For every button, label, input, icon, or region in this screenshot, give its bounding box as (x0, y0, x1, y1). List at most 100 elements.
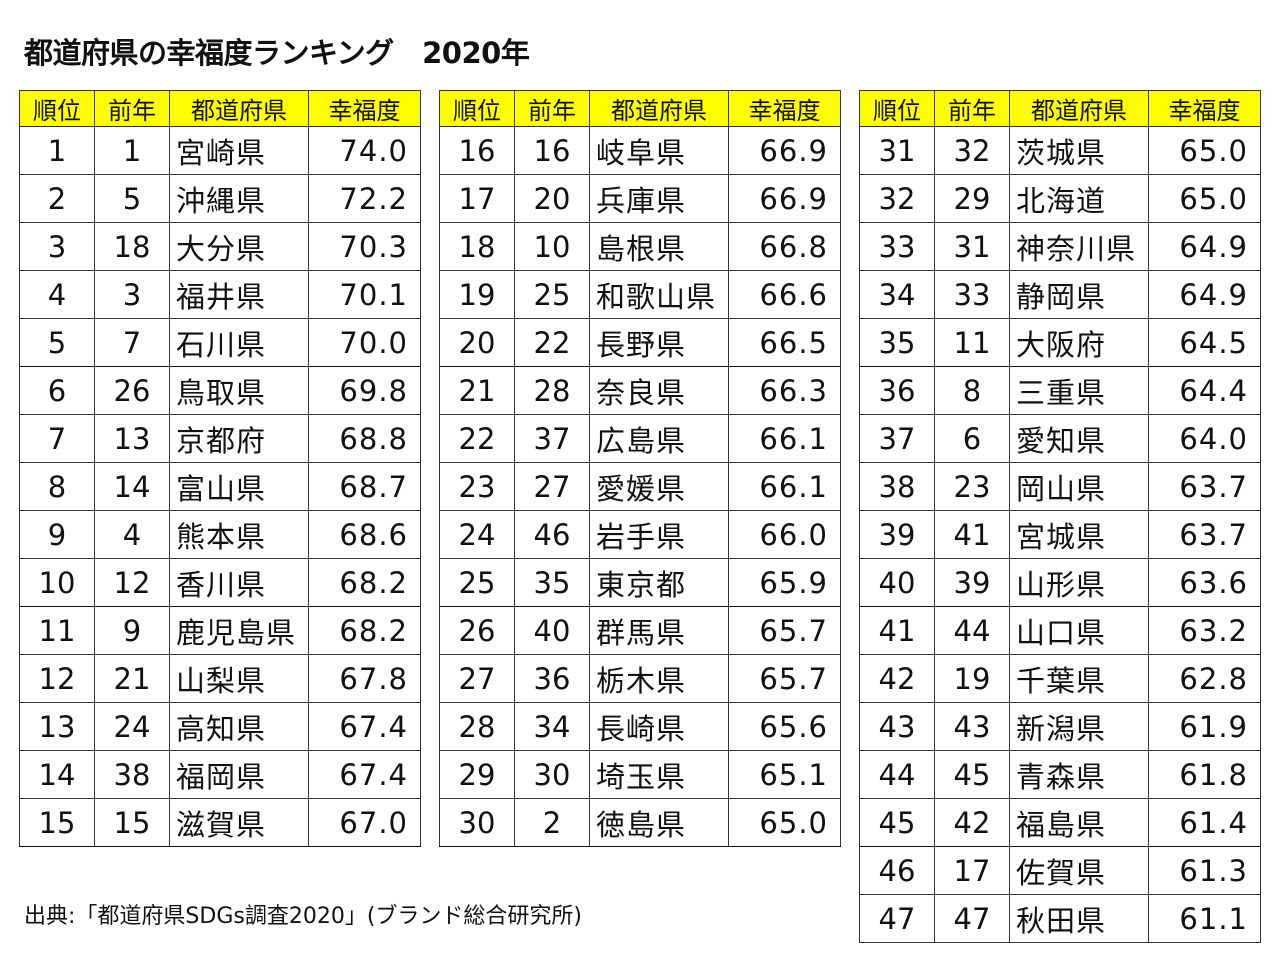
prefecture-cell: 奈良県 (589, 366, 729, 415)
prev-year-cell: 20 (514, 174, 590, 223)
prev-year-cell: 12 (94, 558, 170, 607)
table-row: 32 29 北海道 65.0 (859, 174, 1261, 223)
table-row: 44 45 青森県 61.8 (859, 750, 1261, 799)
rank-cell: 43 (859, 702, 935, 751)
table-row: 36 8 三重県 64.4 (859, 366, 1261, 415)
rank-header: 順位 (439, 90, 515, 127)
prev-year-cell: 26 (94, 366, 170, 415)
rank-cell: 17 (439, 174, 515, 223)
table-row: 5 7 石川県 70.0 (19, 318, 421, 367)
rank-cell: 6 (19, 366, 95, 415)
rank-cell: 28 (439, 702, 515, 751)
prev-year-cell: 19 (934, 654, 1010, 703)
prev-year-cell: 4 (94, 510, 170, 559)
prev-year-cell: 27 (514, 462, 590, 511)
prefecture-header: 都道府県 (1009, 90, 1149, 127)
table-row: 11 9 鹿児島県 68.2 (19, 606, 421, 655)
table-row: 7 13 京都府 68.8 (19, 414, 421, 463)
table-row: 38 23 岡山県 63.7 (859, 462, 1261, 511)
prev-year-cell: 8 (934, 366, 1010, 415)
rank-cell: 7 (19, 414, 95, 463)
score-header: 幸福度 (1148, 90, 1261, 127)
score-cell: 70.0 (308, 318, 421, 367)
prefecture-cell: 秋田県 (1009, 894, 1149, 943)
prev-year-cell: 17 (934, 846, 1010, 895)
prefecture-cell: 新潟県 (1009, 702, 1149, 751)
prefecture-cell: 宮崎県 (169, 126, 309, 175)
prefecture-cell: 三重県 (1009, 366, 1149, 415)
prefecture-cell: 愛媛県 (589, 462, 729, 511)
prefecture-cell: 高知県 (169, 702, 309, 751)
score-cell: 61.3 (1148, 846, 1261, 895)
score-cell: 63.7 (1148, 462, 1261, 511)
rank-cell: 32 (859, 174, 935, 223)
table-row: 13 24 高知県 67.4 (19, 702, 421, 751)
prev-year-cell: 7 (94, 318, 170, 367)
prefecture-cell: 徳島県 (589, 798, 729, 847)
table-row: 27 36 栃木県 65.7 (439, 654, 841, 703)
score-cell: 61.1 (1148, 894, 1261, 943)
rank-cell: 16 (439, 126, 515, 175)
table-row: 14 38 福岡県 67.4 (19, 750, 421, 799)
prev-year-cell: 33 (934, 270, 1010, 319)
table-row: 8 14 富山県 68.7 (19, 462, 421, 511)
table-row: 17 20 兵庫県 66.9 (439, 174, 841, 223)
rank-cell: 11 (19, 606, 95, 655)
prefecture-cell: 和歌山県 (589, 270, 729, 319)
prefecture-cell: 島根県 (589, 222, 729, 271)
prefecture-cell: 鹿児島県 (169, 606, 309, 655)
table-row: 35 11 大阪府 64.5 (859, 318, 1261, 367)
rank-cell: 35 (859, 318, 935, 367)
score-header: 幸福度 (308, 90, 421, 127)
score-cell: 65.0 (728, 798, 841, 847)
score-cell: 61.4 (1148, 798, 1261, 847)
score-cell: 63.6 (1148, 558, 1261, 607)
table-row: 29 30 埼玉県 65.1 (439, 750, 841, 799)
prefecture-cell: 栃木県 (589, 654, 729, 703)
score-cell: 66.5 (728, 318, 841, 367)
prefecture-cell: 北海道 (1009, 174, 1149, 223)
rank-header: 順位 (859, 90, 935, 127)
table-row: 42 19 千葉県 62.8 (859, 654, 1261, 703)
score-cell: 67.8 (308, 654, 421, 703)
prefecture-cell: 山梨県 (169, 654, 309, 703)
score-cell: 64.9 (1148, 270, 1261, 319)
prev-year-cell: 16 (514, 126, 590, 175)
score-cell: 67.0 (308, 798, 421, 847)
page-title: 都道府県の幸福度ランキング 2020年 (24, 36, 530, 70)
prefecture-cell: 京都府 (169, 414, 309, 463)
table-row: 45 42 福島県 61.4 (859, 798, 1261, 847)
prev-year-cell: 36 (514, 654, 590, 703)
rank-cell: 8 (19, 462, 95, 511)
rank-cell: 46 (859, 846, 935, 895)
header-row: 順位 前年 都道府県 幸福度 (19, 90, 421, 127)
rank-cell: 18 (439, 222, 515, 271)
prefecture-cell: 岡山県 (1009, 462, 1149, 511)
prefecture-cell: 福島県 (1009, 798, 1149, 847)
prev-year-cell: 38 (94, 750, 170, 799)
prev-year-cell: 35 (514, 558, 590, 607)
prev-year-cell: 31 (934, 222, 1010, 271)
prefecture-cell: 東京都 (589, 558, 729, 607)
prefecture-cell: 岐阜県 (589, 126, 729, 175)
score-cell: 66.8 (728, 222, 841, 271)
table-row: 6 26 鳥取県 69.8 (19, 366, 421, 415)
score-cell: 66.9 (728, 126, 841, 175)
table-row: 2 5 沖縄県 72.2 (19, 174, 421, 223)
score-cell: 65.7 (728, 654, 841, 703)
score-cell: 67.4 (308, 750, 421, 799)
prefecture-header: 都道府県 (589, 90, 729, 127)
prefecture-cell: 茨城県 (1009, 126, 1149, 175)
prev-year-cell: 5 (94, 174, 170, 223)
score-cell: 65.9 (728, 558, 841, 607)
prev-year-cell: 30 (514, 750, 590, 799)
table-row: 1 1 宮崎県 74.0 (19, 126, 421, 175)
score-cell: 61.8 (1148, 750, 1261, 799)
table-row: 3 18 大分県 70.3 (19, 222, 421, 271)
prev-year-cell: 9 (94, 606, 170, 655)
table-row: 40 39 山形県 63.6 (859, 558, 1261, 607)
score-cell: 67.4 (308, 702, 421, 751)
prev-year-header: 前年 (94, 90, 170, 127)
prev-year-cell: 28 (514, 366, 590, 415)
score-cell: 64.5 (1148, 318, 1261, 367)
